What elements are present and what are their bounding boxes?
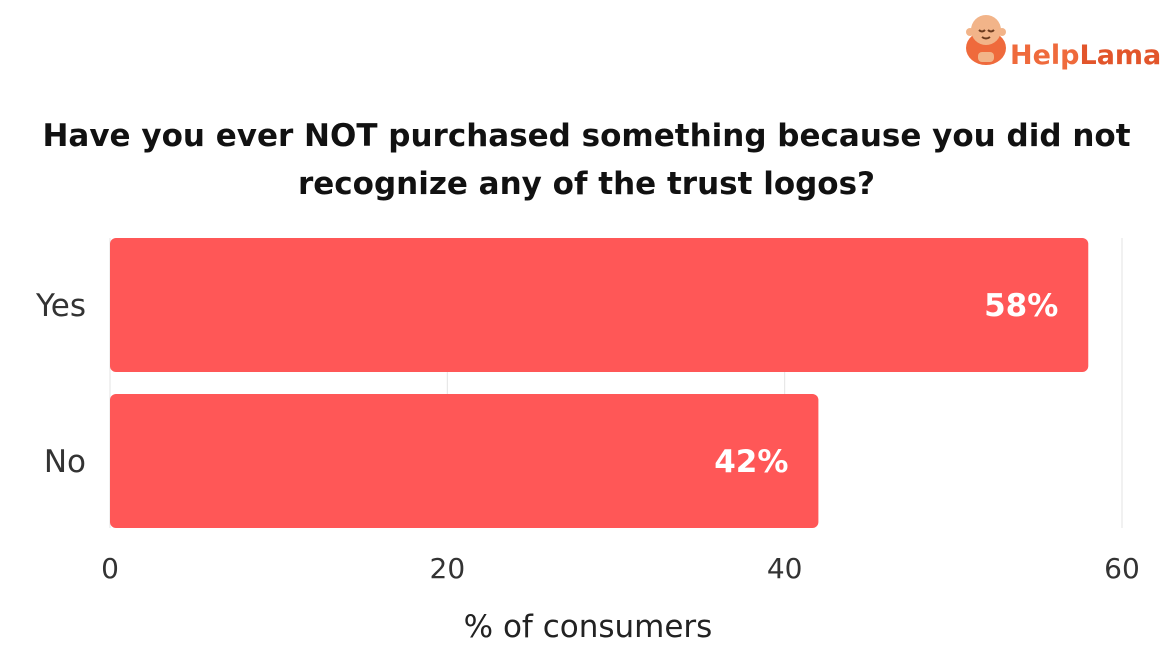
bar-yes <box>110 238 1089 372</box>
logo-text-help: Help <box>1010 40 1080 71</box>
helplama-logo: HelpLama <box>962 8 1162 74</box>
bar-no <box>110 394 819 528</box>
helplama-logo-graphic: HelpLama <box>966 15 1161 71</box>
chart-title: Have you ever NOT purchased something be… <box>42 118 1131 202</box>
x-tick-label-40: 40 <box>767 552 803 585</box>
x-tick-label-60: 60 <box>1104 552 1140 585</box>
x-tick-label-20: 20 <box>430 552 466 585</box>
category-labels: Yes No <box>35 288 86 480</box>
x-axis-title: % of consumers <box>464 609 713 645</box>
logo-wordmark: HelpLama <box>1010 40 1161 71</box>
mascot-head <box>971 15 1001 45</box>
category-label-no: No <box>44 444 86 480</box>
data-label-no: 42% <box>714 444 788 480</box>
data-label-yes: 58% <box>984 288 1058 324</box>
category-label-yes: Yes <box>35 288 86 324</box>
logo-text-lama: Lama <box>1080 40 1162 71</box>
x-tick-label-0: 0 <box>101 552 119 585</box>
bars: 58% 42% <box>110 238 1089 528</box>
x-axis-ticks: 0 20 40 60 <box>101 552 1140 585</box>
